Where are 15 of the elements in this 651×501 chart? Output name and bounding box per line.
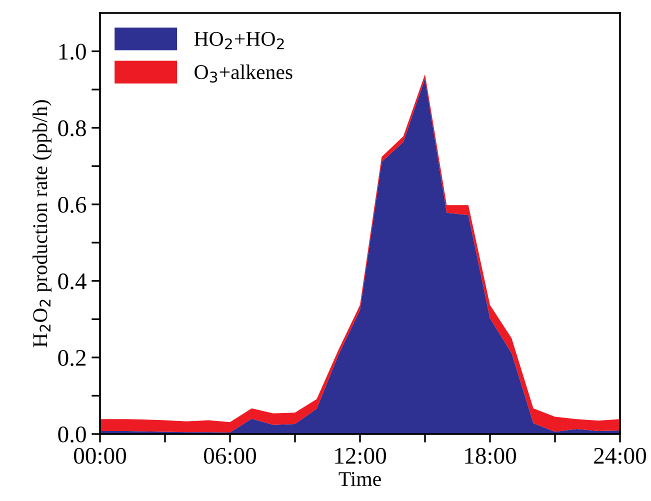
x-tick-label: 00:00 [74,448,126,464]
y-axis-title: H$_{2}$O$_{2}$ production rate (ppb/h) [32,100,52,348]
x-tick-label: 06:00 [204,448,256,464]
x-tick-label: 18:00 [465,448,516,464]
x-axis-title: Time [338,472,381,486]
legend-label: HO$_{2}$+HO$_{2}$ [194,32,284,50]
y-tick-label: 0.6 [58,196,86,213]
y-tick-label: 0.4 [58,273,86,290]
y-tick-label: 0.0 [58,426,86,443]
y-tick-label: 1.0 [59,44,86,60]
x-tick-label: 12:00 [335,448,386,464]
legend-label: O$_{3}$+alkenes [194,64,292,83]
y-tick-label: 0.8 [58,120,86,136]
y-tick-label: 0.2 [58,350,86,366]
x-tick-label: 24:00 [594,448,646,464]
